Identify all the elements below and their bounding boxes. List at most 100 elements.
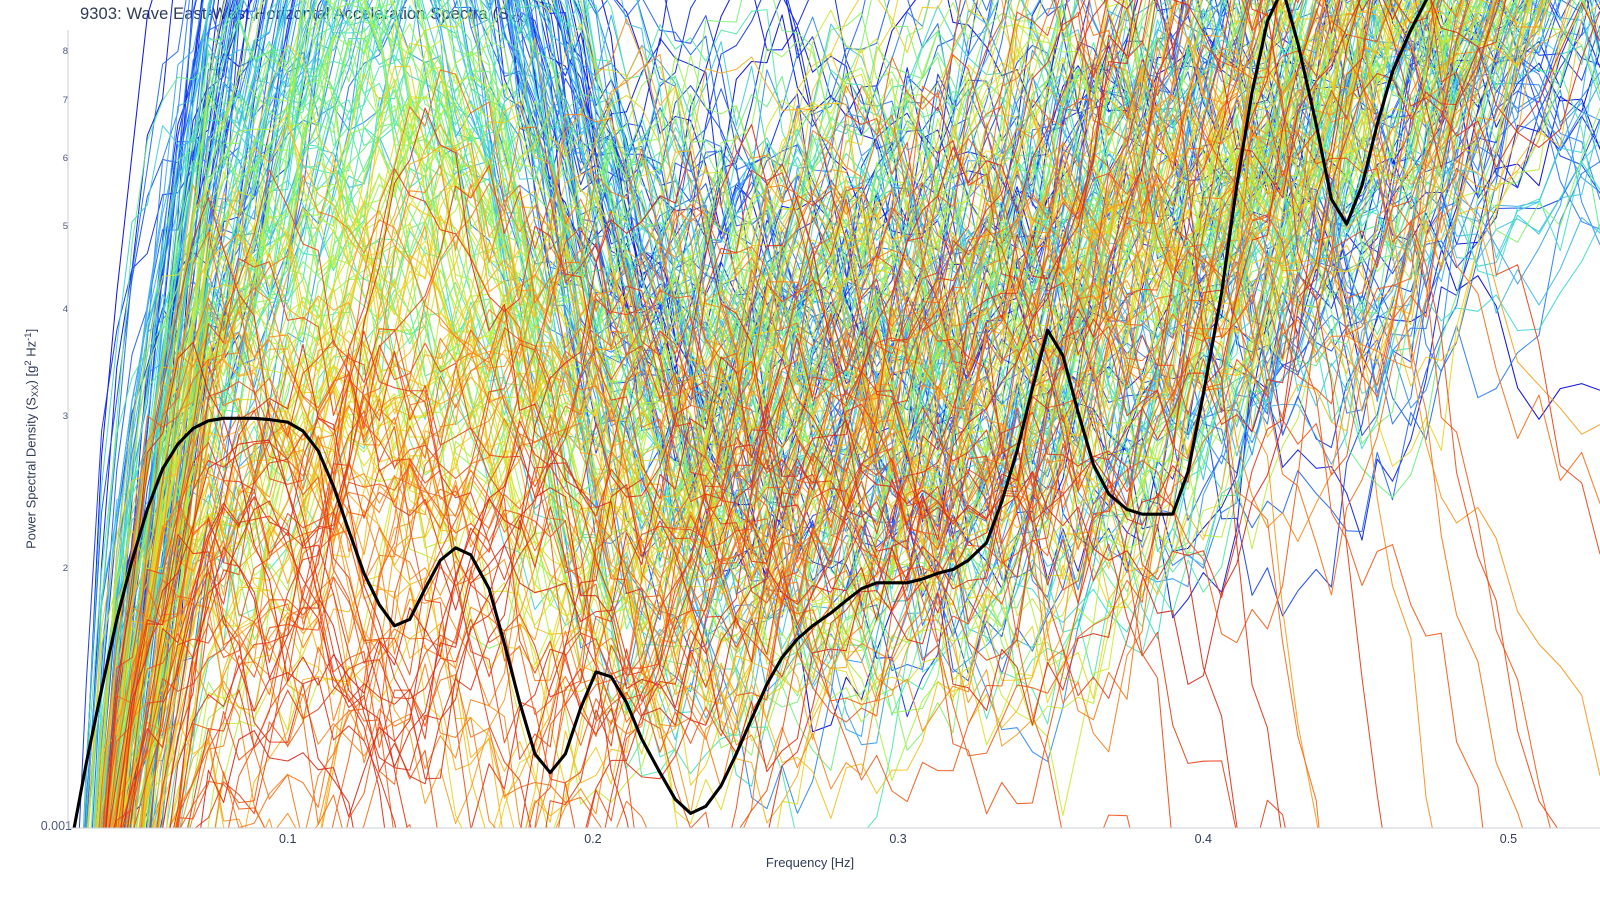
spectrum-trace (85, 0, 1169, 828)
spectrum-trace (108, 0, 1436, 828)
spectrum-trace (128, 0, 1224, 828)
spectrum-trace (120, 0, 1416, 828)
spectrum-trace (102, 0, 1263, 828)
spectrum-trace (127, 0, 1550, 828)
spectrum-trace (119, 0, 1132, 828)
y-axis-tick-minor: 2 (62, 562, 68, 574)
spectrum-trace (119, 112, 1558, 828)
spectrum-trace (120, 0, 1176, 828)
spectrum-trace (97, 0, 1388, 828)
spectrum-trace (133, 0, 1287, 828)
spectrum-trace (114, 0, 1524, 828)
spectrum-trace (176, 0, 1251, 828)
spectrum-trace (188, 0, 1581, 828)
spectrum-trace (117, 94, 1319, 828)
x-axis-tick: 0.3 (889, 832, 907, 846)
spectrum-trace (138, 0, 1543, 828)
spectrum-trace (122, 0, 1192, 828)
spectrum-trace (108, 0, 1529, 828)
y-axis-tick-minor: 8 (62, 45, 68, 57)
spectrum-trace (107, 0, 1483, 828)
spectrum-trace (149, 0, 1125, 828)
spectrum-trace (117, 0, 1440, 828)
spectrum-trace (331, 0, 1462, 828)
spectrum-trace (103, 289, 1131, 828)
x-axis-tick: 0.2 (584, 832, 602, 846)
spectrum-trace (151, 0, 1484, 828)
spectrum-trace (154, 0, 1419, 828)
spectrum-trace (111, 0, 1527, 828)
spectrum-trace (129, 0, 1502, 828)
spectrum-trace (111, 0, 1399, 828)
spectrum-trace (105, 0, 1121, 828)
spectrum-trace (105, 0, 1403, 828)
spectrum-trace (127, 0, 1600, 828)
spectrum-trace (94, 0, 1273, 828)
spectrum-trace (127, 0, 1225, 828)
spectrum-trace (97, 0, 1488, 828)
spectrum-trace (165, 0, 1347, 828)
spectrum-trace (140, 0, 1474, 828)
x-axis-tick: 0.4 (1194, 832, 1212, 846)
spectrum-trace (136, 0, 1399, 828)
spectrum-trace (227, 0, 1393, 828)
spectrum-trace (97, 8, 1600, 828)
spectrum-trace (175, 0, 1469, 828)
x-axis-label: Frequency [Hz] (765, 855, 855, 870)
axis-spine (67, 30, 1600, 829)
spectrum-trace (83, 0, 1199, 828)
y-axis-tick-minor: 5 (62, 220, 68, 232)
spectrum-trace (127, 0, 1269, 828)
spectrum-trace (179, 84, 1551, 828)
spectrum-trace (124, 0, 1178, 828)
spectrum-trace (133, 0, 1572, 828)
y-axis-tick-minor: 7 (62, 95, 68, 107)
spectrum-trace (168, 0, 1600, 828)
spectrum-trace (141, 0, 1465, 828)
spectrum-trace (117, 0, 1516, 828)
spectrum-trace (200, 0, 1361, 828)
spectrum-trace (140, 211, 1600, 828)
spectrum-trace (143, 0, 1526, 828)
spectrum-trace (114, 0, 1463, 828)
spectrum-trace (130, 0, 1530, 828)
spectrum-trace (129, 228, 1286, 828)
spectrum-trace (168, 0, 1484, 828)
y-axis-tick-major: 0.001 (40, 819, 72, 833)
spectrum-trace (160, 0, 1254, 828)
spectrum-trace (140, 0, 1438, 828)
spectrum-trace (101, 0, 1600, 828)
spectrum-trace (118, 0, 1147, 828)
spectrum-trace (97, 0, 1446, 828)
spectrum-trace (116, 0, 1422, 828)
spectrum-trace (168, 0, 1358, 828)
spectrum-trace (146, 0, 1600, 828)
spectra-traces (72, 0, 1600, 828)
y-axis-tick-minor: 4 (62, 304, 68, 316)
spectrum-trace (107, 0, 1600, 828)
x-axis-tick: 0.1 (279, 832, 297, 846)
y-axis-tick-minor: 3 (62, 411, 68, 423)
spectrum-trace (115, 0, 1280, 828)
spectrum-trace (115, 0, 1283, 828)
spectrum-trace (120, 0, 1569, 828)
spectrum-trace (124, 0, 1325, 828)
spectrum-trace (103, 0, 1548, 828)
spectrum-trace (88, 0, 1366, 828)
spectrum-trace (169, 0, 1600, 828)
spectrum-trace (138, 0, 1259, 828)
spectrum-trace (86, 0, 1287, 828)
spectrum-trace (121, 0, 1600, 828)
spectrum-trace (179, 0, 1544, 828)
spectrum-trace (133, 54, 1172, 828)
spectrum-trace (173, 0, 1490, 828)
spectrum-trace (114, 0, 1498, 828)
spectrum-trace (117, 0, 1308, 828)
spectrum-trace (100, 0, 1594, 828)
spectrum-trace (152, 3, 1600, 828)
spectrum-trace (162, 0, 1507, 828)
spectrum-trace (124, 0, 1562, 828)
spectrum-trace (113, 0, 1361, 828)
